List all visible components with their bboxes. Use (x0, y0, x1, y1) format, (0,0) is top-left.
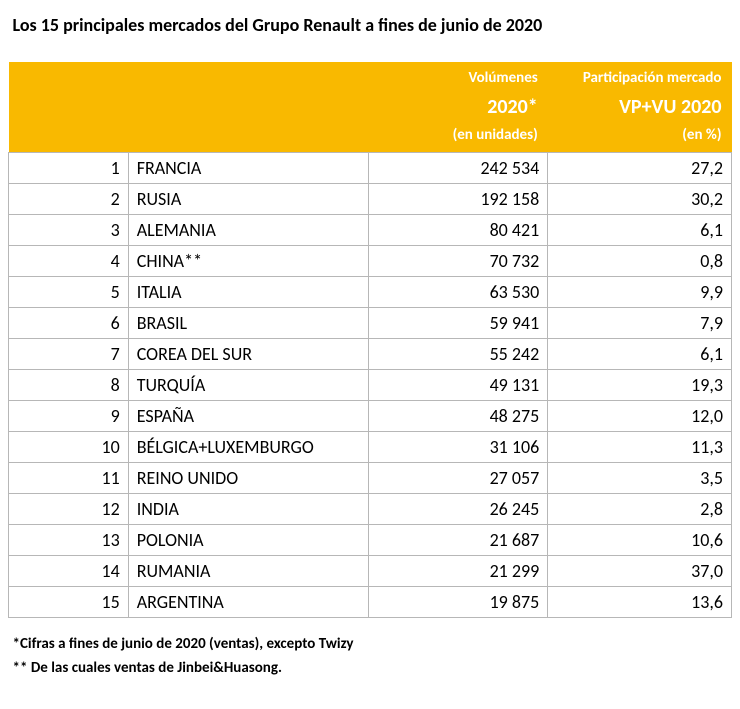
table-row: 3ALEMANIA80 4216,1 (9, 215, 732, 246)
table-row: 1FRANCIA242 53427,2 (9, 153, 732, 184)
header-share-unit: (en %) (558, 125, 722, 146)
cell-country: BÉLGICA+LUXEMBURGO (128, 432, 368, 463)
header-vol-unit: (en unidades) (378, 125, 538, 146)
cell-rank: 9 (9, 401, 129, 432)
cell-volume: 27 057 (368, 463, 548, 494)
spacer (9, 46, 732, 62)
table-row: 4CHINA**70 7320,8 (9, 246, 732, 277)
cell-rank: 1 (9, 153, 129, 184)
cell-volume: 19 875 (368, 587, 548, 618)
cell-rank: 13 (9, 525, 129, 556)
cell-share: 2,8 (548, 494, 732, 525)
table-row: 15ARGENTINA19 87513,6 (9, 587, 732, 618)
table-row: 14RUMANIA21 29937,0 (9, 556, 732, 587)
cell-volume: 70 732 (368, 246, 548, 277)
cell-volume: 26 245 (368, 494, 548, 525)
table-row: 5ITALIA63 5309,9 (9, 277, 732, 308)
cell-share: 9,9 (548, 277, 732, 308)
header-country-blank (128, 62, 368, 153)
cell-volume: 48 275 (368, 401, 548, 432)
cell-rank: 2 (9, 184, 129, 215)
cell-share: 10,6 (548, 525, 732, 556)
header-vol-sub: Volúmenes (378, 68, 538, 89)
table-row: 10BÉLGICA+LUXEMBURGO31 10611,3 (9, 432, 732, 463)
table-row: 12INDIA26 2452,8 (9, 494, 732, 525)
cell-share: 12,0 (548, 401, 732, 432)
cell-country: ARGENTINA (128, 587, 368, 618)
table-row: 13POLONIA21 68710,6 (9, 525, 732, 556)
cell-rank: 5 (9, 277, 129, 308)
cell-country: ITALIA (128, 277, 368, 308)
table-row: 9ESPAÑA48 27512,0 (9, 401, 732, 432)
cell-rank: 6 (9, 308, 129, 339)
cell-country: REINO UNIDO (128, 463, 368, 494)
spacer (9, 618, 732, 632)
cell-country: RUMANIA (128, 556, 368, 587)
cell-rank: 11 (9, 463, 129, 494)
table-row: 2RUSIA192 15830,2 (9, 184, 732, 215)
cell-share: 6,1 (548, 339, 732, 370)
cell-rank: 3 (9, 215, 129, 246)
footnote-row: ** De las cuales ventas de Jinbei&Huason… (9, 656, 732, 680)
renault-markets-table: Los 15 principales mercados del Grupo Re… (8, 8, 732, 680)
cell-rank: 8 (9, 370, 129, 401)
cell-country: BRASIL (128, 308, 368, 339)
table-body: 1FRANCIA242 53427,22RUSIA192 15830,23ALE… (9, 153, 732, 618)
cell-share: 11,3 (548, 432, 732, 463)
cell-country: CHINA** (128, 246, 368, 277)
table-title-row: Los 15 principales mercados del Grupo Re… (9, 8, 732, 46)
cell-volume: 63 530 (368, 277, 548, 308)
table-header-row: Volúmenes 2020* (en unidades) Participac… (9, 62, 732, 153)
cell-rank: 10 (9, 432, 129, 463)
cell-rank: 7 (9, 339, 129, 370)
cell-country: TURQUÍA (128, 370, 368, 401)
cell-volume: 31 106 (368, 432, 548, 463)
cell-volume: 80 421 (368, 215, 548, 246)
cell-share: 19,3 (548, 370, 732, 401)
cell-country: ALEMANIA (128, 215, 368, 246)
cell-volume: 242 534 (368, 153, 548, 184)
table-row: 6BRASIL59 9417,9 (9, 308, 732, 339)
table-row: 11REINO UNIDO27 0573,5 (9, 463, 732, 494)
cell-share: 27,2 (548, 153, 732, 184)
cell-country: COREA DEL SUR (128, 339, 368, 370)
cell-share: 13,6 (548, 587, 732, 618)
cell-share: 30,2 (548, 184, 732, 215)
cell-rank: 12 (9, 494, 129, 525)
cell-country: ESPAÑA (128, 401, 368, 432)
cell-volume: 55 242 (368, 339, 548, 370)
table-row: 7COREA DEL SUR55 2426,1 (9, 339, 732, 370)
cell-volume: 21 687 (368, 525, 548, 556)
header-share-sub: Participación mercado (558, 68, 722, 89)
cell-country: RUSIA (128, 184, 368, 215)
header-vol-main: 2020* (378, 93, 538, 121)
cell-rank: 4 (9, 246, 129, 277)
footnote-2: ** De las cuales ventas de Jinbei&Huason… (9, 656, 732, 680)
footnote-1: *Cifras a fines de junio de 2020 (ventas… (9, 632, 732, 656)
cell-country: FRANCIA (128, 153, 368, 184)
footnote-row: *Cifras a fines de junio de 2020 (ventas… (9, 632, 732, 656)
table-title: Los 15 principales mercados del Grupo Re… (9, 8, 732, 46)
cell-share: 7,9 (548, 308, 732, 339)
table-row: 8TURQUÍA49 13119,3 (9, 370, 732, 401)
header-share-main: VP+VU 2020 (558, 93, 722, 121)
header-rank-blank (9, 62, 129, 153)
cell-rank: 14 (9, 556, 129, 587)
cell-volume: 192 158 (368, 184, 548, 215)
header-share: Participación mercado VP+VU 2020 (en %) (548, 62, 732, 153)
header-volumes: Volúmenes 2020* (en unidades) (368, 62, 548, 153)
cell-share: 6,1 (548, 215, 732, 246)
cell-volume: 59 941 (368, 308, 548, 339)
cell-share: 37,0 (548, 556, 732, 587)
cell-share: 0,8 (548, 246, 732, 277)
cell-country: POLONIA (128, 525, 368, 556)
cell-country: INDIA (128, 494, 368, 525)
cell-rank: 15 (9, 587, 129, 618)
cell-volume: 49 131 (368, 370, 548, 401)
cell-volume: 21 299 (368, 556, 548, 587)
cell-share: 3,5 (548, 463, 732, 494)
